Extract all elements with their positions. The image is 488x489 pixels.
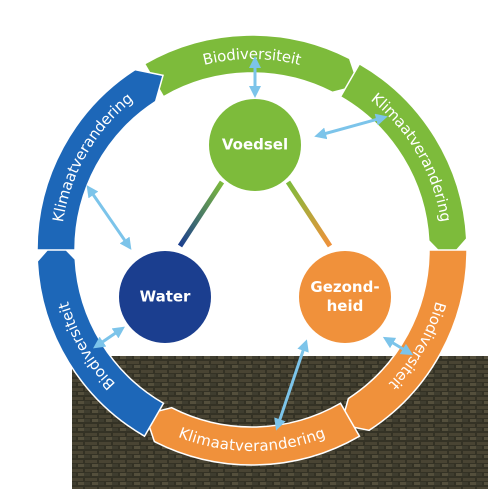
node-label: Voedsel (222, 136, 288, 154)
arrow (98, 330, 120, 345)
node-label: Water (140, 288, 191, 306)
diagram: BiodiversiteitKlimaatveranderingBiodiver… (0, 0, 488, 489)
ring-segment (37, 70, 163, 250)
arrow (320, 118, 382, 135)
ring-segment (341, 64, 467, 260)
ring-segment (145, 35, 359, 97)
nodes: Voedsel Water Gezond-heid (119, 99, 391, 343)
node-label: heid (327, 297, 364, 315)
arrow (288, 182, 330, 246)
arrow (180, 182, 222, 246)
arrow (90, 190, 128, 245)
node-label: Gezond- (310, 278, 379, 296)
